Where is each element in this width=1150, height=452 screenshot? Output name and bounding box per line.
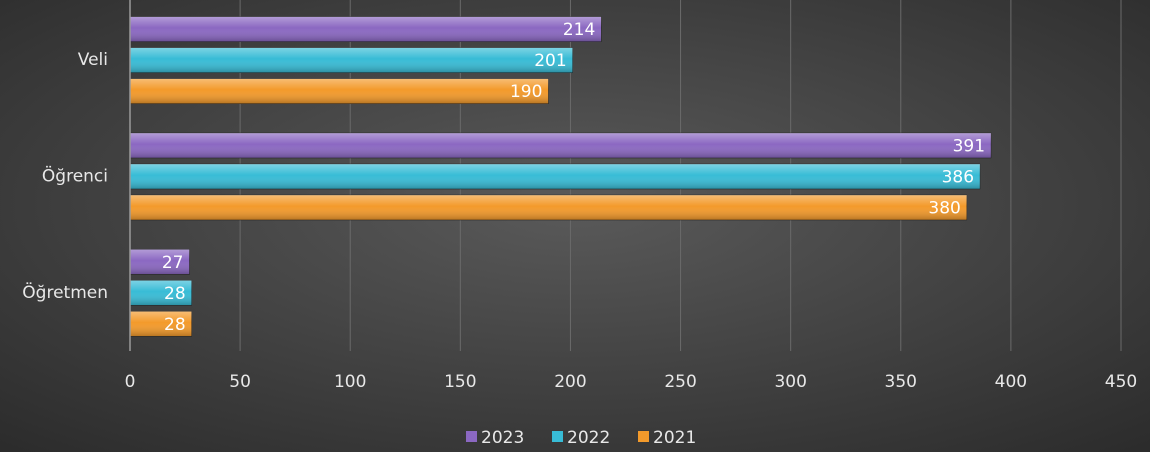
legend-swatch [552,431,563,442]
x-tick-label: 150 [444,372,476,392]
x-tick-label: 250 [664,372,696,392]
legend-label: 2023 [481,428,524,448]
bar-shine [130,311,192,337]
x-tick-label: 50 [229,372,251,392]
data-label: 214 [563,20,595,40]
x-tick-label: 0 [125,372,136,392]
data-label: 391 [953,137,985,157]
category-label: Öğrenci [42,165,108,187]
x-tick-label: 100 [334,372,366,392]
data-label: 27 [162,253,184,273]
bar-shine [130,195,967,220]
legend-label: 2021 [653,428,696,448]
bar-shine [130,280,192,306]
bar-shine [130,16,602,42]
legend-swatch [466,431,477,442]
legend-swatch [638,431,649,442]
bar-shine [130,249,190,275]
data-label: 201 [534,51,566,71]
data-label: 28 [164,284,186,304]
x-tick-label: 350 [885,372,917,392]
x-tick-label: 300 [774,372,806,392]
category-label: Veli [78,50,108,70]
data-label: 380 [928,199,960,219]
data-label: 28 [164,315,186,335]
bar-shine [130,164,981,189]
bar-shine [130,47,573,73]
category-label: Öğretmen [22,281,108,303]
x-tick-label: 200 [554,372,586,392]
x-tick-label: 450 [1105,372,1137,392]
bar-shine [130,133,992,158]
x-tick-label: 400 [995,372,1027,392]
data-label: 190 [510,82,542,102]
data-label: 386 [942,168,974,188]
bar-shine [130,78,549,104]
legend-label: 2022 [567,428,610,448]
